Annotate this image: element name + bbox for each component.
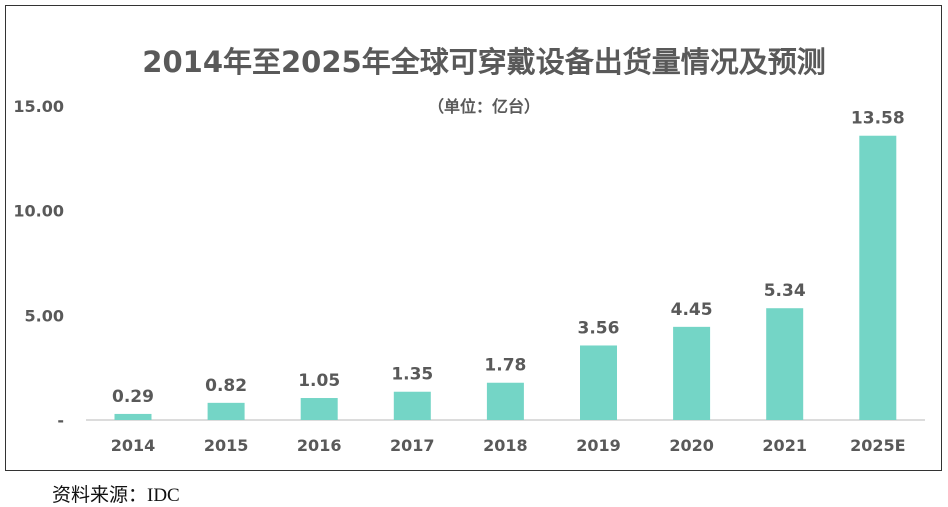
data-label: 0.29	[112, 387, 154, 407]
source-note: 资料来源：IDC	[52, 485, 180, 506]
bar-2014	[114, 413, 152, 420]
bar-2017	[393, 391, 431, 420]
chart-frame	[5, 5, 942, 471]
bar-2015	[207, 402, 245, 420]
y-tick-label: 10.00	[13, 202, 64, 221]
x-tick-label: 2015	[204, 436, 249, 455]
bar-2021	[766, 308, 804, 420]
data-label: 1.35	[391, 365, 433, 385]
x-tick-label: 2021	[762, 436, 807, 455]
data-label: 1.05	[298, 371, 340, 391]
y-tick-label: 5.00	[25, 306, 64, 325]
bar-2020	[673, 326, 711, 420]
chart-title: 2014年至2025年全球可穿戴设备出货量情况及预测	[142, 45, 825, 79]
x-tick-label: 2025E	[850, 436, 905, 455]
bar-2019	[580, 345, 617, 420]
x-tick-label: 2020	[669, 436, 714, 455]
bar-2018	[486, 382, 524, 420]
x-tick-label: 2019	[576, 436, 621, 455]
bar-2025E	[859, 135, 897, 420]
y-tick-label: 15.00	[13, 97, 64, 116]
data-label: 1.78	[484, 356, 526, 376]
x-tick-label: 2018	[483, 436, 528, 455]
x-tick-label: 2017	[390, 436, 435, 455]
data-label: 13.58	[851, 109, 905, 129]
x-tick-label: 2014	[111, 436, 156, 455]
data-label: 0.82	[205, 376, 247, 396]
data-label: 4.45	[671, 300, 713, 320]
bar-2016	[300, 398, 338, 420]
data-label: 3.56	[578, 318, 620, 338]
y-tick-label: -	[57, 411, 64, 430]
chart-subtitle: （单位：亿台）	[428, 97, 540, 116]
data-label: 5.34	[764, 281, 806, 301]
x-tick-label: 2016	[297, 436, 342, 455]
